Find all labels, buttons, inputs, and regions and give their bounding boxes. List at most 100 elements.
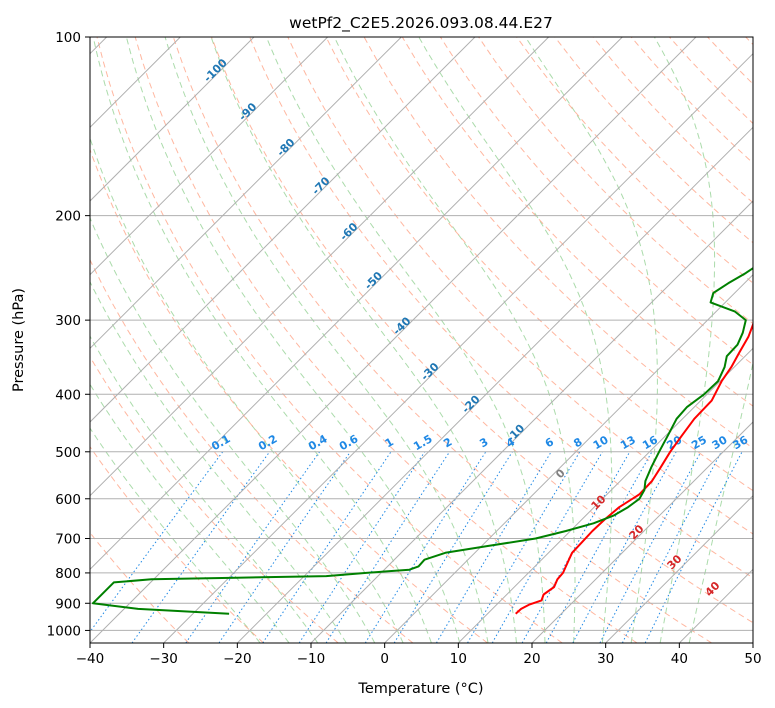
dewpoint-profile: [91, 267, 753, 615]
chart-title: wetPf2_C2E5.2026.093.08.44.E27: [289, 14, 553, 33]
mixing-ratio-line: [325, 451, 451, 643]
isotherm-line: [90, 37, 697, 643]
x-axis-label: Temperature (°C): [357, 681, 483, 697]
y-axis-ticks: 1000 900 800 700 600 500 400 300 200 100: [47, 30, 90, 639]
x-tick-label: 20: [523, 651, 540, 667]
mixing-ratio-line: [364, 451, 487, 643]
mixing-ratio-label: 36: [730, 433, 750, 452]
x-tick-label: −30: [149, 651, 178, 667]
mixing-ratio-line: [218, 451, 351, 643]
isotherm-label: -100: [201, 56, 230, 85]
mixing-ratio-line: [435, 451, 552, 643]
y-tick-label: 500: [55, 445, 81, 461]
moist-adiabat-line: [92, 37, 432, 643]
y-tick-label: 900: [55, 596, 81, 612]
isotherm-label: -40: [390, 314, 413, 337]
mixing-ratio-line: [90, 451, 224, 633]
isotherm-line: [90, 37, 476, 423]
moist-adiabats: [90, 37, 753, 643]
isotherm-line: [90, 37, 402, 350]
mixing-ratio-line: [644, 451, 743, 643]
mixing-ratio-label: 8: [571, 435, 584, 450]
isotherms: [90, 37, 753, 643]
moist-adiabat-line: [90, 216, 376, 643]
data-series: [91, 267, 753, 615]
mixing-ratio-label: 3: [477, 435, 490, 450]
dry-adiabat-line: [592, 37, 753, 204]
mixing-ratio-label: 0.4: [306, 432, 330, 453]
dry-adiabat-line: [516, 37, 753, 284]
x-tick-label: 10: [450, 651, 467, 667]
dry-adiabats: [90, 37, 753, 643]
dry-adiabat-line: [745, 37, 753, 46]
dry-adiabat-line: [90, 148, 488, 643]
mixing-ratio-label: 1.5: [411, 432, 434, 453]
x-tick-label: −40: [76, 651, 105, 667]
dry-adiabat-line: [172, 37, 712, 643]
isotherm-line: [605, 494, 753, 643]
x-axis-ticks: −40 −30 −20 −10 0 10 20 30 40 50: [76, 643, 762, 667]
moist-adiabat-line: [653, 37, 716, 643]
moist-adiabat-line: [210, 37, 517, 643]
moist-adiabat-label: 0: [553, 466, 568, 481]
dry-adiabat-line: [669, 37, 753, 125]
dry-adiabat-line: [211, 37, 753, 624]
isotherm-line: [90, 37, 255, 202]
dry-adiabat-line: [90, 258, 414, 643]
x-tick-label: 40: [671, 651, 688, 667]
mixing-ratio-label: 25: [689, 433, 709, 452]
y-tick-label: 400: [55, 387, 81, 403]
moist-adiabat-line: [90, 280, 347, 643]
moist-adiabat-line: [90, 136, 404, 643]
mixing-ratio-label: 0.1: [209, 432, 232, 453]
isotherm-line: [90, 37, 329, 276]
x-tick-label: 50: [744, 651, 761, 667]
dry-adiabat-line: [439, 37, 753, 366]
isotherm-label: -30: [418, 360, 441, 383]
x-tick-label: 30: [597, 651, 614, 667]
moist-adiabat-line: [90, 427, 261, 643]
isotherm-label: -20: [459, 393, 482, 416]
isotherm-line: [90, 37, 550, 497]
isotherm-line: [384, 273, 753, 643]
mixing-ratio-line: [599, 451, 702, 643]
isotherm-label: -60: [337, 220, 360, 243]
mixing-ratio-label: 30: [710, 433, 730, 452]
plot-frame: [89, 36, 754, 644]
mixing-ratio-label: 10: [591, 433, 611, 452]
isotherm-line: [163, 52, 753, 643]
temperature-profile: [515, 321, 753, 615]
moist-adiabat-line: [688, 360, 753, 643]
moist-adiabat-line: [90, 383, 290, 643]
isotherm-line: [236, 126, 753, 643]
dry-adiabat-line: [325, 37, 753, 492]
moist-adiabat-line: [265, 37, 546, 643]
dry-adiabat-line: [90, 355, 339, 643]
isotherm-line: [457, 347, 753, 643]
y-tick-label: 700: [55, 532, 81, 548]
y-tick-label: 200: [55, 209, 81, 225]
y-tick-label: 300: [55, 313, 81, 329]
dry-adiabat-line: [134, 37, 638, 643]
y-tick-label: 800: [55, 566, 81, 582]
isotherm-line: [752, 642, 753, 643]
mixing-ratio-label: 16: [640, 433, 660, 452]
x-tick-label: 0: [380, 651, 389, 667]
moist-adiabat-line: [418, 37, 613, 643]
y-tick-label: 1000: [47, 623, 81, 639]
dry-adiabat-line: [96, 37, 563, 643]
x-tick-label: −20: [223, 651, 252, 667]
moist-adiabat-line: [164, 37, 489, 643]
mixing-ratio-line: [185, 451, 321, 643]
mixing-ratio-lines: [90, 451, 743, 643]
isotherm-label: -50: [362, 269, 385, 292]
mixing-ratio-line: [572, 451, 677, 643]
dry-adiabat-line: [287, 37, 753, 535]
y-tick-label: 600: [55, 492, 81, 508]
x-tick-label: −10: [297, 651, 326, 667]
dry-adiabat-line: [554, 37, 753, 244]
isotherm-line: [531, 421, 753, 643]
moist-adiabat-label: 40: [703, 579, 723, 599]
moist-adiabat-line: [125, 37, 461, 643]
